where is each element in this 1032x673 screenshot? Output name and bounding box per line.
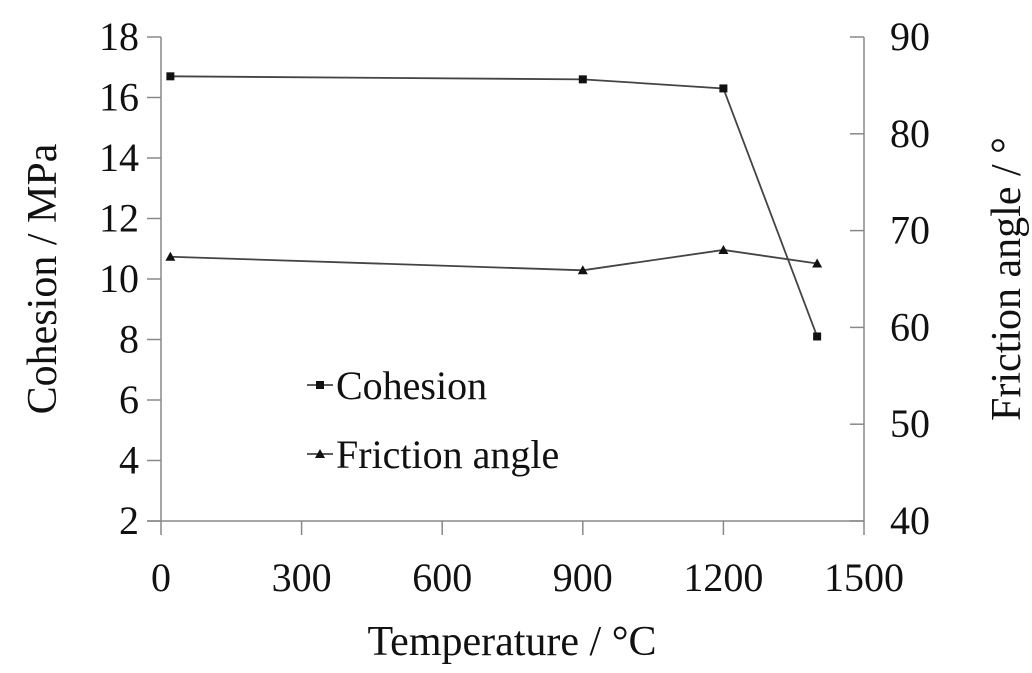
y-tick-label: 18 xyxy=(99,14,139,59)
series-line xyxy=(170,249,818,272)
square-marker xyxy=(316,381,324,389)
y-tick-label: 8 xyxy=(119,317,139,362)
y-tick-label: 16 xyxy=(99,75,139,120)
square-marker xyxy=(166,72,175,81)
series-friction-angle xyxy=(165,244,823,275)
y2-tick-label: 60 xyxy=(890,304,930,349)
triangle-marker xyxy=(718,244,729,254)
y2-tick-label: 40 xyxy=(890,498,930,543)
y-tick-label: 10 xyxy=(99,256,139,301)
y2-axis-label: Friction angle / ° xyxy=(984,137,1030,421)
triangle-marker xyxy=(812,258,823,268)
y2-tick-label: 80 xyxy=(890,111,930,156)
legend-label: Cohesion xyxy=(336,363,487,408)
series xyxy=(165,72,823,341)
y2-tick-label: 70 xyxy=(890,208,930,253)
x-tick-label: 600 xyxy=(412,555,472,600)
x-tick-label: 1200 xyxy=(683,555,763,600)
triangle-marker xyxy=(315,449,325,458)
x-axis-label: Temperature / °C xyxy=(367,619,656,665)
y-tick-label: 12 xyxy=(99,196,139,241)
legend-label: Friction angle xyxy=(336,432,559,477)
y2-tick-label: 90 xyxy=(890,14,930,59)
x-tick-label: 0 xyxy=(151,555,171,600)
y-tick-label: 6 xyxy=(119,377,139,422)
y-tick-label: 14 xyxy=(99,135,139,180)
triangle-marker xyxy=(165,251,176,261)
legend-item: Cohesion xyxy=(307,363,487,408)
square-marker xyxy=(813,332,822,341)
legend: Cohesion Friction angle xyxy=(307,363,559,477)
square-marker xyxy=(578,75,587,84)
legend-item: Friction angle xyxy=(307,432,559,477)
series-cohesion xyxy=(166,72,822,341)
square-marker xyxy=(719,84,728,93)
y-tick-label: 2 xyxy=(119,498,139,543)
y2-tick-label: 50 xyxy=(890,401,930,446)
x-tick-label: 300 xyxy=(272,555,332,600)
triangle-marker xyxy=(577,265,588,275)
x-tick-label: 1500 xyxy=(824,555,904,600)
y-tick-label: 4 xyxy=(119,438,139,483)
x-tick-label: 900 xyxy=(553,555,613,600)
series-line xyxy=(170,75,818,337)
y-axis-label: Cohesion / MPa xyxy=(20,143,66,414)
